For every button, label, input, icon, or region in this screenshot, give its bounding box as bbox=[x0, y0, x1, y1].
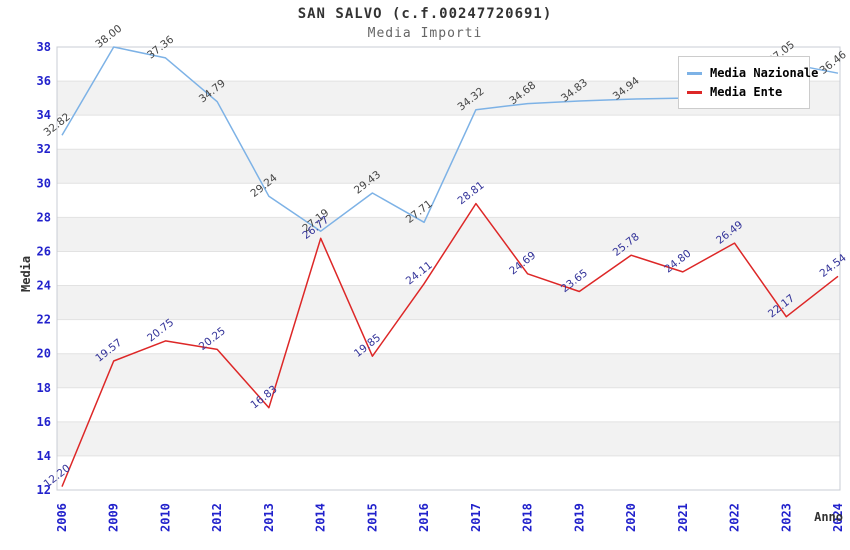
legend-line-blue-icon bbox=[687, 71, 702, 75]
x-tick-label: 2014 bbox=[314, 503, 328, 532]
x-tick-label: 2009 bbox=[107, 503, 121, 532]
y-tick-label: 32 bbox=[37, 142, 51, 156]
x-tick-label: 2019 bbox=[572, 503, 586, 532]
x-tick-label: 2013 bbox=[262, 503, 276, 532]
y-tick-label: 20 bbox=[37, 347, 51, 361]
y-tick-label: 34 bbox=[37, 108, 51, 122]
y-tick-label: 36 bbox=[37, 74, 51, 88]
x-tick-label: 2024 bbox=[831, 503, 845, 532]
y-axis-labels: 12 14 16 18 20 22 24 26 28 30 32 34 36 38 bbox=[37, 40, 51, 497]
chart-title: SAN SALVO (c.f.00247720691) bbox=[297, 6, 553, 22]
x-tick-label: 2006 bbox=[55, 503, 69, 532]
x-axis-labels: 2006 2009 2010 2012 2013 2014 2015 2016 2017 2018… bbox=[55, 503, 845, 532]
y-tick-label: 18 bbox=[37, 381, 51, 395]
x-tick-label: 2022 bbox=[728, 503, 742, 532]
y-tick-label: 14 bbox=[37, 449, 51, 463]
legend-label-media-ente: Media Ente bbox=[710, 85, 783, 99]
x-tick-label: 2010 bbox=[159, 503, 173, 532]
legend-item-media-nazionale: Media Nazionale bbox=[687, 64, 818, 82]
x-tick-label: 2017 bbox=[469, 503, 483, 532]
y-axis-title: Media bbox=[19, 256, 33, 292]
x-tick-label: 2023 bbox=[779, 503, 793, 532]
legend-line-red-icon bbox=[687, 90, 702, 94]
x-axis-title: Anno bbox=[814, 510, 843, 524]
y-tick-label: 30 bbox=[37, 176, 51, 190]
y-tick-label: 24 bbox=[37, 279, 51, 293]
x-tick-label: 2021 bbox=[676, 503, 690, 532]
data-label: 20.75 bbox=[145, 317, 176, 345]
y-tick-label: 28 bbox=[37, 210, 51, 224]
x-tick-label: 2020 bbox=[624, 503, 638, 532]
y-tick-label: 26 bbox=[37, 244, 51, 258]
x-tick-label: 2018 bbox=[521, 503, 535, 532]
gridlines bbox=[57, 80, 840, 457]
x-tick-label: 2015 bbox=[365, 503, 379, 532]
y-tick-label: 22 bbox=[37, 313, 51, 327]
y-tick-label: 38 bbox=[37, 40, 51, 54]
data-label: 24.54 bbox=[818, 252, 849, 280]
y-tick-label: 16 bbox=[37, 415, 51, 429]
x-tick-label: 2012 bbox=[210, 503, 224, 532]
data-label: 38.00 bbox=[93, 23, 124, 51]
legend: Media Nazionale Media Ente bbox=[678, 56, 818, 109]
legend-label-media-nazionale: Media Nazionale bbox=[710, 66, 819, 80]
series-line-media-ente bbox=[61, 202, 839, 487]
plot-border bbox=[56, 46, 841, 491]
chart-subtitle: Media Importi bbox=[367, 26, 483, 41]
x-tick-label: 2016 bbox=[417, 503, 431, 532]
background-bands bbox=[57, 81, 840, 456]
legend-item-media-ente: Media Ente bbox=[687, 83, 801, 101]
y-tick-label: 12 bbox=[37, 483, 51, 497]
